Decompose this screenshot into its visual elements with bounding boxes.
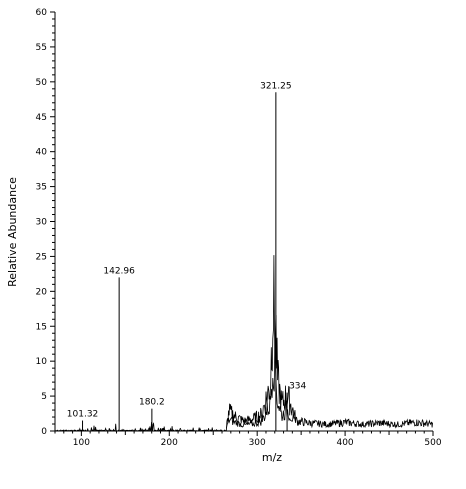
y-tick-label: 25: [36, 252, 47, 262]
peak-label: 101.32: [67, 410, 99, 420]
x-axis-title: m/z: [262, 451, 282, 464]
peak-label: 334: [289, 382, 306, 392]
y-tick-label: 10: [36, 357, 48, 367]
y-tick-label: 0: [41, 427, 47, 437]
y-tick-label: 5: [41, 392, 47, 402]
y-tick-label: 45: [36, 113, 47, 123]
y-axis: 0 5 10 15 20 25 30 35 40 45 50 55 60: [36, 8, 56, 437]
peak-label: 180.2: [139, 398, 165, 408]
x-axis: 100 200 300 400 500: [54, 430, 442, 448]
x-tick-label: 400: [336, 438, 353, 448]
peak-label: 142.96: [103, 266, 135, 276]
x-tick-label: 500: [424, 438, 441, 448]
y-tick-label: 60: [36, 8, 48, 18]
y-tick-label: 20: [36, 287, 48, 297]
peak-label: 321.25: [260, 81, 292, 91]
x-tick-label: 200: [161, 438, 178, 448]
y-tick-label: 50: [36, 78, 48, 88]
spectrum-plot: [54, 255, 433, 432]
y-tick-label: 15: [36, 322, 47, 332]
y-axis-title: Relative Abundance: [6, 177, 19, 287]
x-tick-label: 300: [249, 438, 266, 448]
y-tick-label: 40: [36, 148, 48, 158]
x-tick-label: 100: [73, 438, 90, 448]
spectrum-trace: [54, 255, 433, 432]
y-tick-label: 30: [36, 218, 48, 228]
peak-labels: 321.25 142.96 180.2 101.32 334: [67, 81, 307, 431]
spectrum-trace-overlay: [226, 339, 297, 429]
y-tick-label: 35: [36, 183, 47, 193]
y-tick-label: 55: [36, 43, 47, 53]
